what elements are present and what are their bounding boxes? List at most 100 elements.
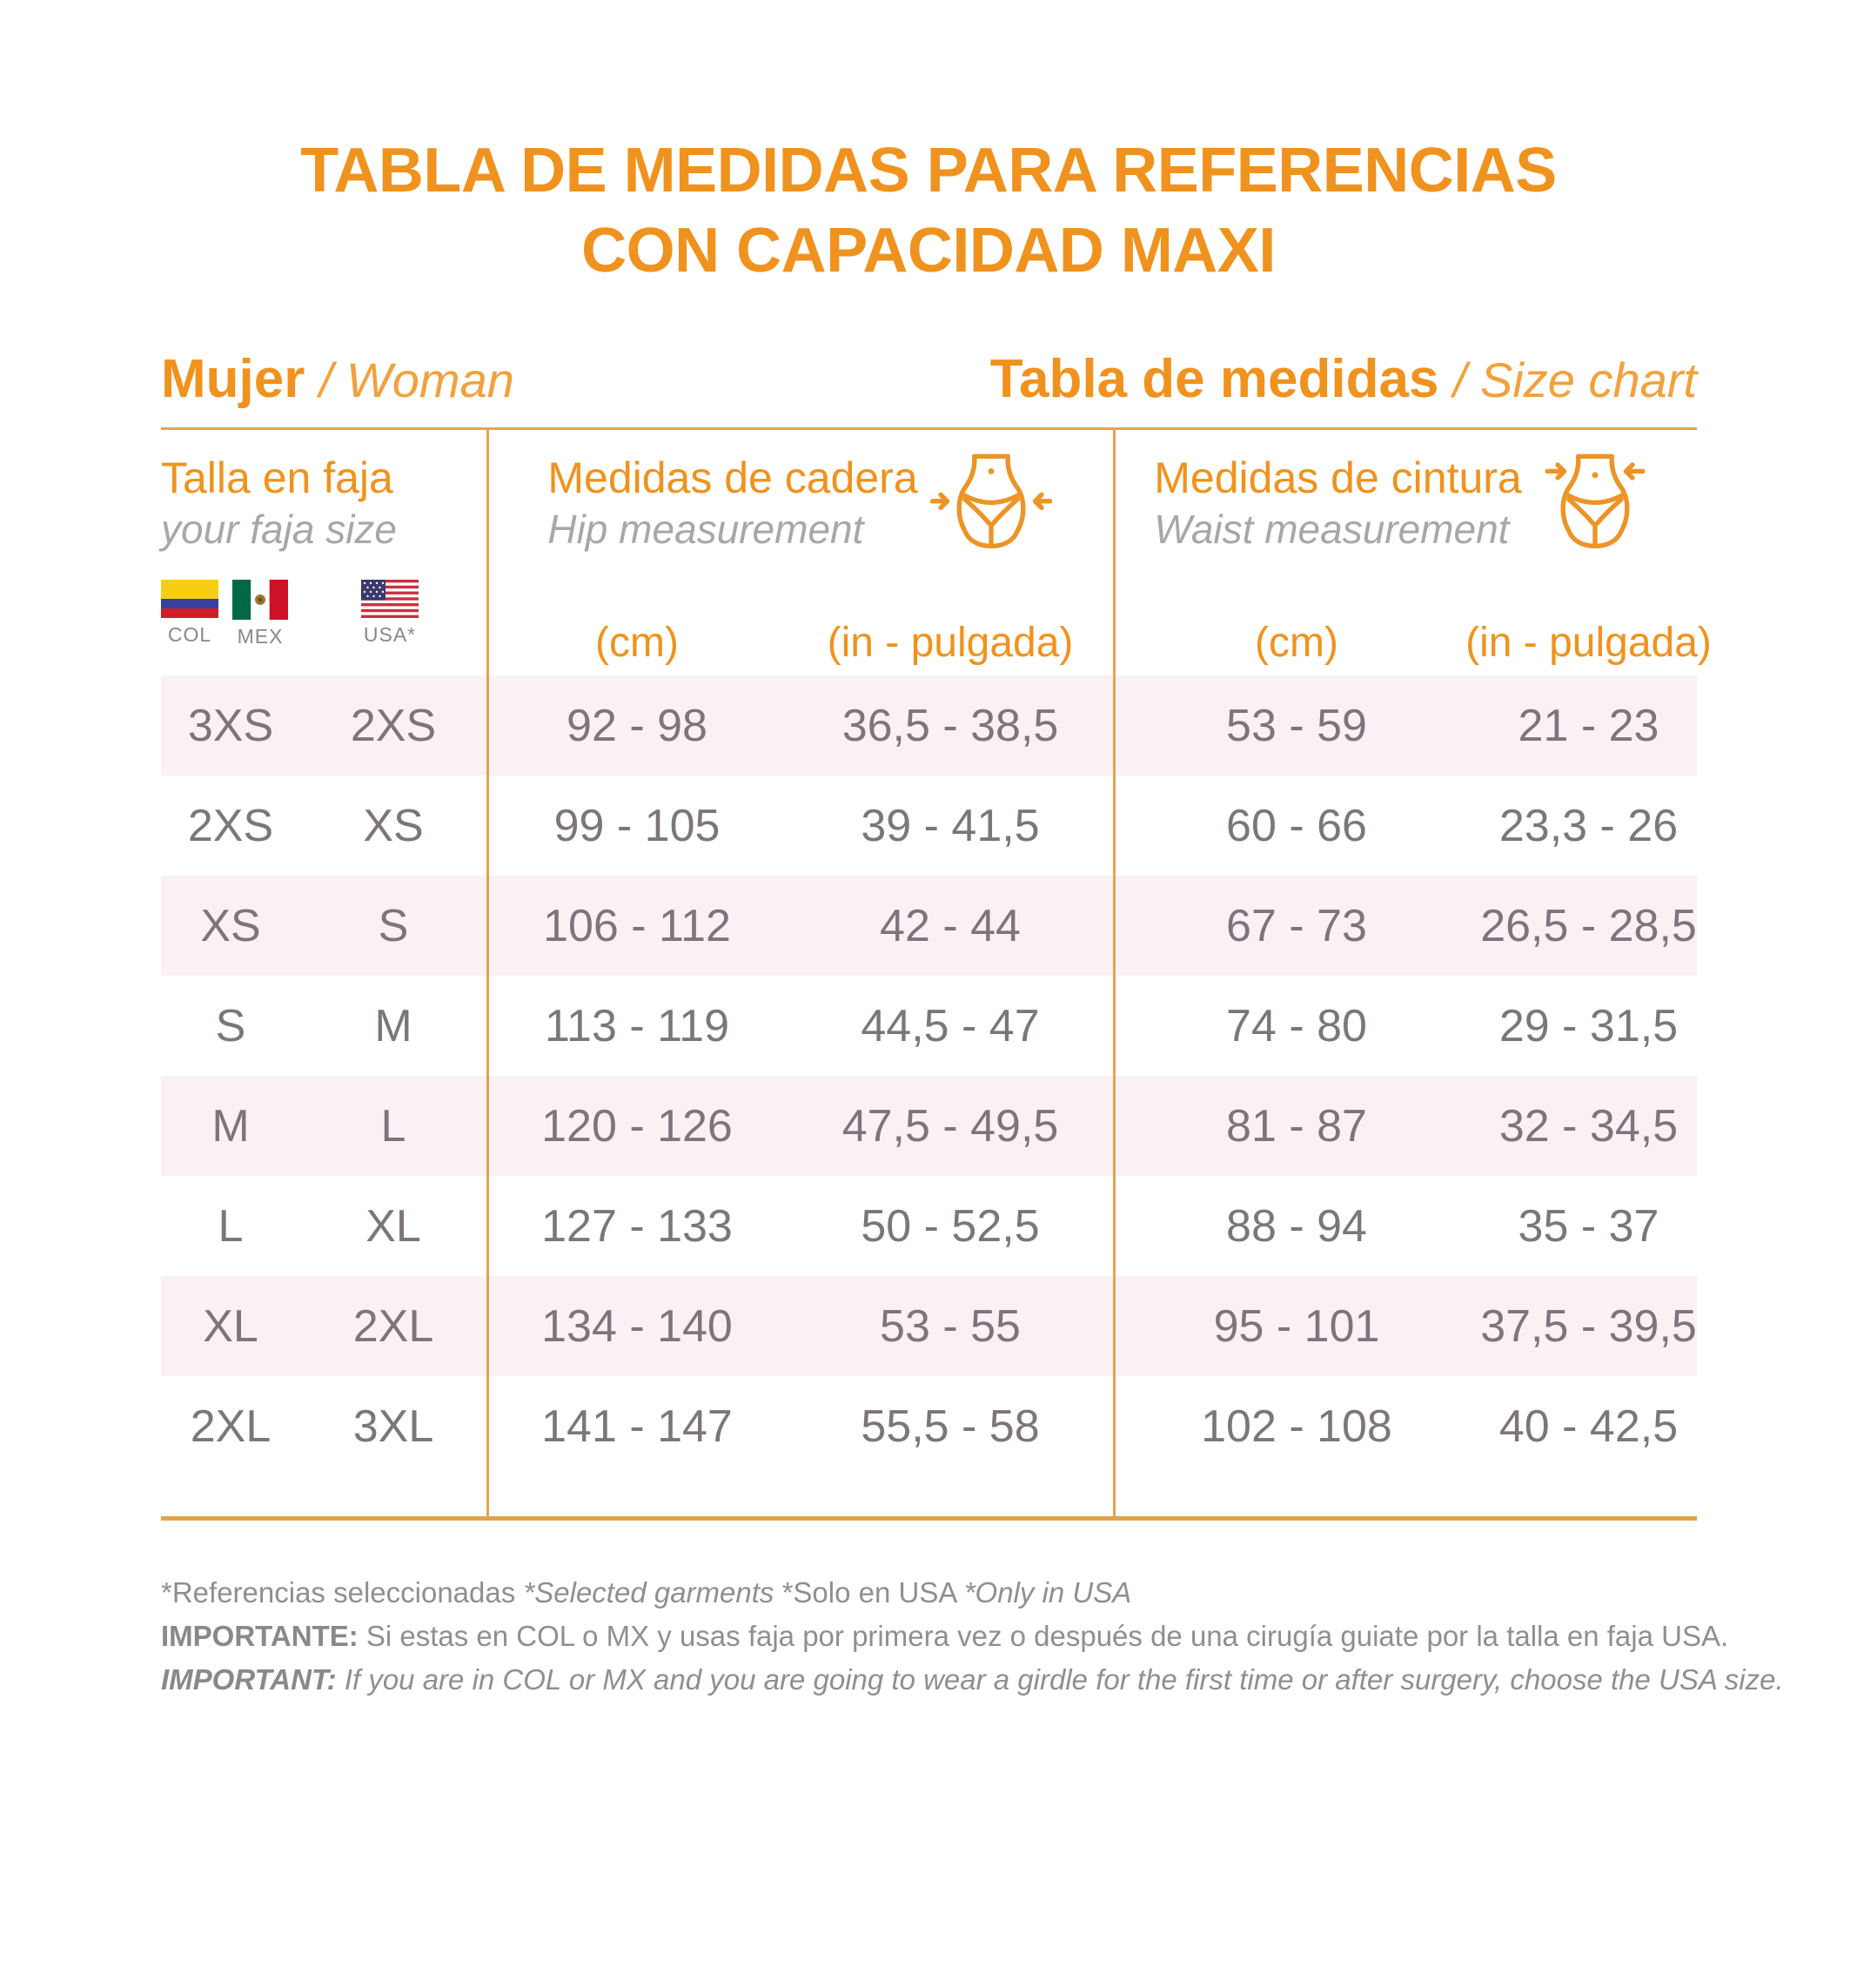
size-usa-cell: S (378, 900, 409, 951)
footnote-ref-en: *Selected garments (523, 1576, 782, 1609)
waist-in-cell: 40 - 42,5 (1498, 1400, 1679, 1452)
hip-column-header: Medidas de cadera Hip measurement (486, 430, 1113, 675)
hip-measurement-icon (929, 453, 1052, 549)
heading-gender-en: / Woman (318, 353, 514, 408)
table-row: S M 113 - 119 44,5 - 47 74 - 80 29 - 31,… (161, 976, 1697, 1076)
size-colmex-cell: 2XL (190, 1400, 272, 1452)
hip-cm-cell: 113 - 119 (544, 1000, 729, 1051)
waist-column-subtitle: Waist measurement (1154, 507, 1510, 553)
size-colmex-cell: M (211, 1100, 250, 1152)
hip-cm-cell: 106 - 112 (543, 900, 731, 951)
waist-unit-in: (in - pulgada) (1465, 620, 1712, 667)
colombia-flag-icon (161, 579, 218, 618)
waist-cm-cell: 60 - 66 (1226, 800, 1367, 851)
waist-in-cell: 35 - 37 (1518, 1200, 1659, 1252)
size-usa-cell: 2XS (350, 700, 437, 751)
mexico-flag-group: MEX (232, 579, 288, 648)
important-es-text: Si estas en COL o MX y usas faja por pri… (358, 1620, 1729, 1653)
waist-in-cell: 21 - 23 (1518, 700, 1659, 751)
usa-flag-icon (361, 579, 419, 618)
table-row: XL 2XL 134 - 140 53 - 55 95 - 101 37,5 -… (161, 1276, 1697, 1377)
hip-unit-cm: (cm) (595, 620, 679, 667)
important-en-text: If you are in COL or MX and you are goin… (336, 1663, 1784, 1696)
waist-column-title: Medidas de cintura (1154, 453, 1522, 503)
hip-column-title: Medidas de cadera (547, 453, 918, 503)
table-row: 2XS XS 99 - 105 39 - 41,5 60 - 66 23,3 -… (161, 776, 1697, 876)
size-usa-cell: M (374, 1000, 412, 1051)
waist-cm-cell: 81 - 87 (1226, 1100, 1367, 1152)
waist-column-header: Medidas de cintura Waist measurement (1113, 430, 1712, 675)
hip-in-cell: 44,5 - 47 (861, 1000, 1040, 1051)
waist-in-cell: 23,3 - 26 (1498, 800, 1679, 851)
usa-flag-label: USA* (363, 622, 417, 646)
waist-cm-cell: 53 - 59 (1226, 700, 1367, 751)
hip-header-top: Medidas de cadera Hip measurement (486, 453, 1113, 554)
waist-measurement-icon (1545, 453, 1646, 549)
size-table: Talla en faja your faja size COL (161, 427, 1712, 1521)
size-usa-cell: 2XL (352, 1300, 434, 1352)
heading-chart: Tabla de medidas / Size chart (990, 348, 1697, 410)
hip-in-cell: 53 - 55 (880, 1300, 1021, 1352)
waist-in-cell: 29 - 31,5 (1498, 1000, 1679, 1051)
hip-cm-cell: 127 - 133 (541, 1200, 733, 1252)
column-divider-2 (1113, 430, 1116, 1517)
waist-in-cell: 32 - 34,5 (1498, 1100, 1679, 1152)
waist-cm-cell: 74 - 80 (1226, 1000, 1367, 1051)
table-row: 3XS 2XS 92 - 98 36,5 - 38,5 53 - 59 21 -… (161, 675, 1697, 776)
size-column-header: Talla en faja your faja size COL (161, 430, 486, 675)
size-column-subtitle: your faja size (161, 507, 398, 553)
size-colmex-cell: XS (200, 900, 261, 951)
table-row: 2XL 3XL 141 - 147 55,5 - 58 102 - 108 40… (161, 1376, 1697, 1476)
waist-cm-cell: 102 - 108 (1201, 1400, 1392, 1452)
colombia-flag-group: COL (161, 579, 218, 647)
page-title: TABLA DE MEDIDAS PARA REFERENCIAS CON CA… (87, 131, 1770, 291)
footnote-usa-es: *Solo en USA (781, 1576, 964, 1609)
footnote-references: *Referencias seleccionadas *Selected gar… (161, 1571, 1857, 1615)
waist-cm-cell: 95 - 101 (1213, 1300, 1380, 1352)
hip-column-subtitle: Hip measurement (547, 507, 864, 553)
waist-header-text: Medidas de cintura Waist measurement (1154, 453, 1521, 553)
usa-flag-group: USA* (361, 579, 419, 647)
waist-header-top: Medidas de cintura Waist measurement (1113, 453, 1697, 554)
size-column-title: Talla en faja (161, 453, 393, 503)
waist-in-cell: 26,5 - 28,5 (1480, 900, 1697, 951)
size-usa-cell: XL (365, 1200, 421, 1252)
size-colmex-cell: 3XS (187, 700, 274, 751)
table-header: Talla en faja your faja size COL (161, 430, 1712, 675)
heading-chart-en: / Size chart (1452, 353, 1697, 408)
table-row: L XL 127 - 133 50 - 52,5 88 - 94 35 - 37 (161, 1176, 1697, 1276)
footnote-ref-es: *Referencias seleccionadas (161, 1576, 524, 1609)
hip-cm-cell: 141 - 147 (541, 1400, 733, 1452)
flags-row: COL MEX (161, 579, 486, 648)
important-es-label: IMPORTANTE: (161, 1620, 359, 1653)
heading-gender: Mujer / Woman (161, 348, 514, 410)
waist-cm-cell: 67 - 73 (1226, 900, 1367, 951)
size-colmex-cell: XL (203, 1300, 258, 1352)
hip-in-cell: 50 - 52,5 (861, 1200, 1040, 1252)
table-row: XS S 106 - 112 42 - 44 67 - 73 26,5 - 28… (161, 876, 1697, 977)
page-title-line1: TABLA DE MEDIDAS PARA REFERENCIAS (300, 136, 1557, 205)
footnote-usa-en: *Only in USA (963, 1576, 1132, 1609)
waist-in-cell: 37,5 - 39,5 (1480, 1300, 1697, 1352)
heading-chart-es: Tabla de medidas (989, 349, 1439, 410)
hip-in-cell: 55,5 - 58 (861, 1400, 1040, 1452)
footer-notes: *Referencias seleccionadas *Selected gar… (161, 1571, 1857, 1702)
waist-unit-cm: (cm) (1255, 620, 1338, 667)
table-row: M L 120 - 126 47,5 - 49,5 81 - 87 32 - 3… (161, 1076, 1697, 1177)
size-usa-cell: L (380, 1100, 406, 1152)
size-chart-page: TABLA DE MEDIDAS PARA REFERENCIAS CON CA… (0, 131, 1857, 1988)
hip-in-cell: 36,5 - 38,5 (841, 700, 1059, 751)
size-colmex-cell: 2XS (187, 800, 274, 851)
colombia-flag-label: COL (167, 622, 212, 646)
hip-header-text: Medidas de cadera Hip measurement (547, 453, 917, 553)
hip-in-cell: 42 - 44 (880, 900, 1021, 951)
hip-cm-cell: 134 - 140 (541, 1300, 733, 1352)
waist-units-row: (cm) (in - pulgada) (1113, 619, 1712, 667)
table-rows: 3XS 2XS 92 - 98 36,5 - 38,5 53 - 59 21 -… (161, 675, 1697, 1476)
size-colmex-cell: S (215, 1000, 246, 1051)
hip-cm-cell: 92 - 98 (566, 700, 707, 751)
size-usa-cell: 3XL (352, 1400, 434, 1452)
important-en-label: IMPORTANT: (161, 1663, 337, 1696)
mexico-flag-label: MEX (237, 624, 284, 648)
hip-in-cell: 47,5 - 49,5 (841, 1100, 1059, 1152)
